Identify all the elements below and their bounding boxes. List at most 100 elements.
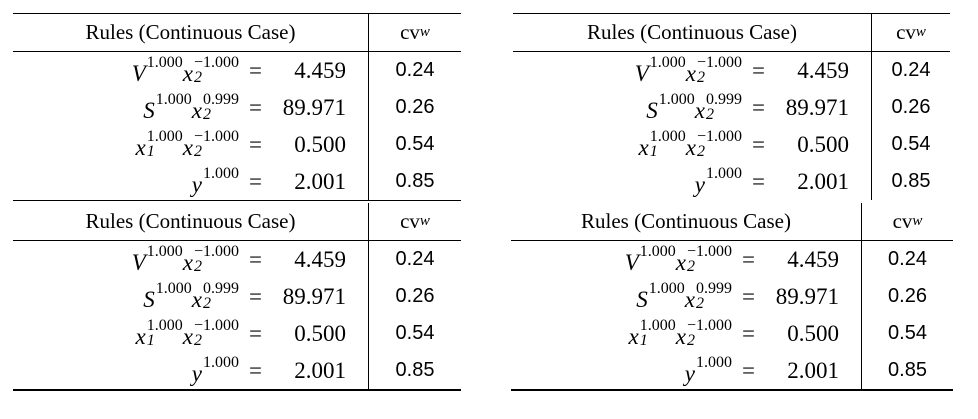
superscript: 1.000	[203, 353, 240, 371]
cv-label: cv	[400, 209, 420, 233]
scripts: 1.000 1	[639, 316, 676, 349]
cv-label: cv	[892, 209, 913, 233]
superscript: 1.000	[203, 164, 240, 182]
superscript: 1.000	[155, 279, 192, 297]
rule-cell: x 1.000 1 x −1.000 2 = 0.500	[513, 126, 872, 163]
rule-cell: y 1.000 = 2.001	[13, 163, 369, 200]
term: x −1.000 2	[686, 127, 743, 161]
superscript: 1.000	[146, 127, 183, 145]
term-base: x	[191, 97, 203, 123]
header-rules: Rules (Continuous Case)	[513, 14, 872, 51]
spacer	[640, 259, 676, 274]
subscript: 2	[696, 142, 705, 160]
term: y 1.000	[192, 164, 240, 198]
table-row: S 1.000 x 0.999 2 = 89.971 0.26	[13, 89, 461, 126]
term: x 1.000 1	[629, 316, 676, 350]
rule-cell: y 1.000 = 2.001	[513, 163, 872, 200]
rule-cell: S 1.000 x 0.999 2 = 89.971	[513, 89, 872, 126]
rule-cell: S 1.000 x 0.999 2 = 89.971	[511, 278, 862, 315]
term-base: V	[131, 60, 146, 86]
table-row: S 1.000 x 0.999 2 = 89.971 0.26	[13, 278, 461, 315]
cv-value: 0.26	[395, 96, 435, 118]
superscript: 0.999	[696, 279, 733, 297]
cv-value: 0.24	[395, 248, 435, 270]
term: y 1.000	[192, 353, 240, 387]
term: x −1.000 2	[675, 243, 732, 276]
spacer	[156, 296, 192, 311]
relation: =	[249, 246, 262, 272]
relation: =	[249, 57, 262, 83]
header-row: Rules (Continuous Case) cv w	[513, 14, 950, 52]
term-base: S	[646, 97, 658, 123]
superscript: 1.000	[649, 53, 686, 71]
superscript: 1.000	[146, 53, 183, 71]
table-row: y 1.000 = 2.001 0.85	[511, 352, 953, 389]
subscript: 2	[696, 294, 705, 312]
cv-value: 0.24	[891, 59, 931, 81]
superscript: 1.000	[146, 316, 183, 334]
scripts: 0.999 2	[706, 91, 742, 122]
rule-cell: x 1.000 1 x −1.000 2 = 0.500	[13, 315, 369, 352]
table-row: x 1.000 1 x −1.000 2 = 0.500 0.54	[513, 126, 950, 163]
relation: =	[249, 357, 262, 383]
table-row: x 1.000 1 x −1.000 2 = 0.500 0.54	[13, 126, 461, 163]
superscript: 1.000	[639, 242, 676, 260]
superscript: −1.000	[696, 127, 743, 145]
subscript: 2	[696, 68, 705, 86]
table-row: y 1.000 = 2.001 0.85	[13, 163, 461, 200]
relation: =	[249, 168, 262, 194]
relation: =	[752, 168, 765, 194]
term-base: x	[684, 286, 696, 312]
term: x 1.000 1	[136, 127, 183, 161]
table-row: y 1.000 = 2.001 0.85	[513, 163, 950, 200]
rule-cell: S 1.000 x 0.999 2 = 89.971	[13, 89, 369, 126]
subscript: 1	[649, 142, 658, 160]
cv-value: 0.26	[891, 96, 931, 118]
relation: =	[752, 131, 765, 157]
spacer	[650, 70, 686, 85]
term-base: x	[675, 323, 686, 349]
header-row: Rules (Continuous Case) cv w	[511, 203, 953, 241]
subscript: 1	[639, 331, 648, 349]
subscript: 2	[686, 331, 695, 349]
term-base: x	[182, 249, 193, 275]
term-base: x	[182, 134, 193, 160]
term: x −1.000 2	[182, 243, 239, 276]
relation: =	[742, 357, 755, 383]
superscript: −1.000	[193, 316, 240, 334]
table-row: S 1.000 x 0.999 2 = 89.971 0.26	[511, 278, 953, 315]
rule-value: 89.971	[282, 283, 346, 309]
superscript: 1.000	[706, 164, 743, 182]
table-row: S 1.000 x 0.999 2 = 89.971 0.26	[513, 89, 950, 126]
term-base: x	[675, 249, 686, 275]
scripts: −1.000 2	[194, 243, 239, 274]
cv-value: 0.85	[891, 170, 931, 192]
superscript: 1.000	[155, 90, 192, 108]
term: S 1.000	[143, 279, 192, 313]
term: x −1.000 2	[686, 54, 742, 87]
scripts: 0.999 2	[696, 279, 733, 312]
scripts: 1.000	[203, 164, 240, 196]
rule-cell: x 1.000 1 x −1.000 2 = 0.500	[511, 315, 862, 352]
term-base: y	[684, 360, 696, 386]
superscript: −1.000	[686, 316, 733, 334]
term-base: S	[143, 97, 155, 123]
term-base: x	[638, 134, 649, 160]
term-base: V	[624, 249, 639, 275]
rule-value: 89.971	[785, 94, 849, 120]
subscript: 1	[146, 331, 155, 349]
relation: =	[742, 246, 755, 272]
rule-cell: y 1.000 = 2.001	[13, 352, 369, 389]
table-row: y 1.000 = 2.001 0.85	[13, 352, 461, 389]
rule-value: 89.971	[282, 94, 346, 120]
term: x −1.000 2	[183, 54, 239, 87]
superscript: −1.000	[193, 127, 240, 145]
scripts: 1.000	[146, 53, 183, 85]
scripts: −1.000 2	[696, 54, 742, 86]
term: V 1.000	[131, 53, 183, 87]
term-base: V	[131, 249, 146, 275]
header-cv: cv w	[369, 14, 461, 51]
superscript: 1.000	[639, 316, 676, 334]
scripts: 1.000	[706, 164, 743, 196]
term: S 1.000	[646, 91, 695, 124]
